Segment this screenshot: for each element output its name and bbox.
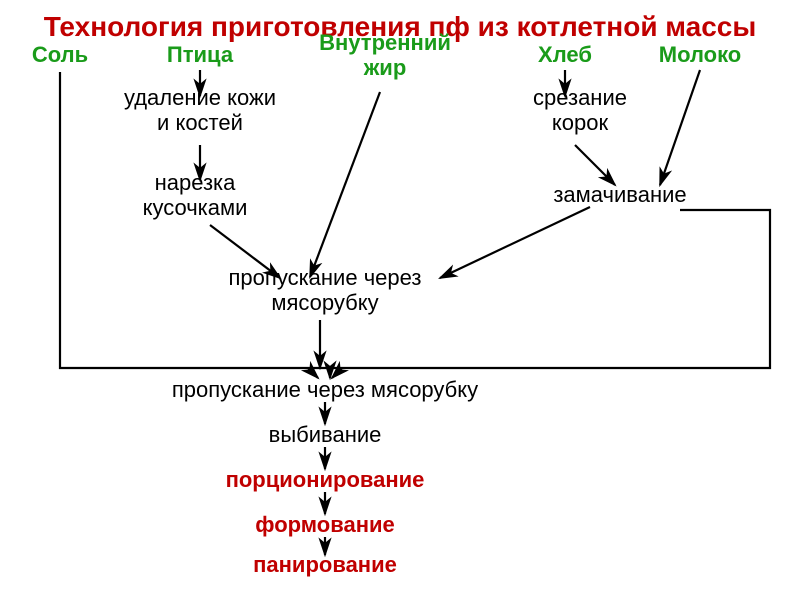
ingredient-milk-line: Молоко [659,42,742,67]
step-crust-line: корок [533,110,627,135]
step-soak-line: замачивание [553,182,686,207]
step-cut: нарезкакусочками [143,170,248,221]
final-bread2-line: панирование [253,552,397,577]
final-port-line: порционирование [226,467,425,492]
step-grind1-line: мясорубку [229,290,422,315]
final-port: порционирование [226,467,425,492]
step-skin-line: и костей [124,110,276,135]
final-form: формование [255,512,395,537]
arrow-4 [575,145,615,185]
ingredient-bird: Птица [167,42,233,67]
step-grind1-line: пропускание через [229,265,422,290]
step-skin: удаление кожии костей [124,85,276,136]
diagram-stage: Технология приготовления пф из котлетной… [0,0,800,600]
step-grind1: пропускание черезмясорубку [229,265,422,316]
ingredient-milk: Молоко [659,42,742,67]
final-bread2: панирование [253,552,397,577]
step-cut-line: нарезка [143,170,248,195]
step-soak: замачивание [553,182,686,207]
ingredient-fat-line: жир [319,55,451,80]
step-cut-line: кусочками [143,195,248,220]
step-grind2: пропускание через мясорубку [172,377,478,402]
ingredient-fat-line: Внутренний [319,30,451,55]
ingredient-bread-line: Хлеб [538,42,592,67]
step-crust-line: срезание [533,85,627,110]
step-skin-line: удаление кожи [124,85,276,110]
ingredient-fat: Внутреннийжир [319,30,451,81]
step-beat-line: выбивание [269,422,382,447]
step-beat: выбивание [269,422,382,447]
ingredient-bread: Хлеб [538,42,592,67]
ingredient-salt-line: Соль [32,42,88,67]
ingredient-bird-line: Птица [167,42,233,67]
arrow-5 [310,92,380,277]
arrow-7 [440,207,590,278]
step-crust: срезаниекорок [533,85,627,136]
ingredient-salt: Соль [32,42,88,67]
final-form-line: формование [255,512,395,537]
arrow-3 [660,70,700,185]
step-grind2-line: пропускание через мясорубку [172,377,478,402]
